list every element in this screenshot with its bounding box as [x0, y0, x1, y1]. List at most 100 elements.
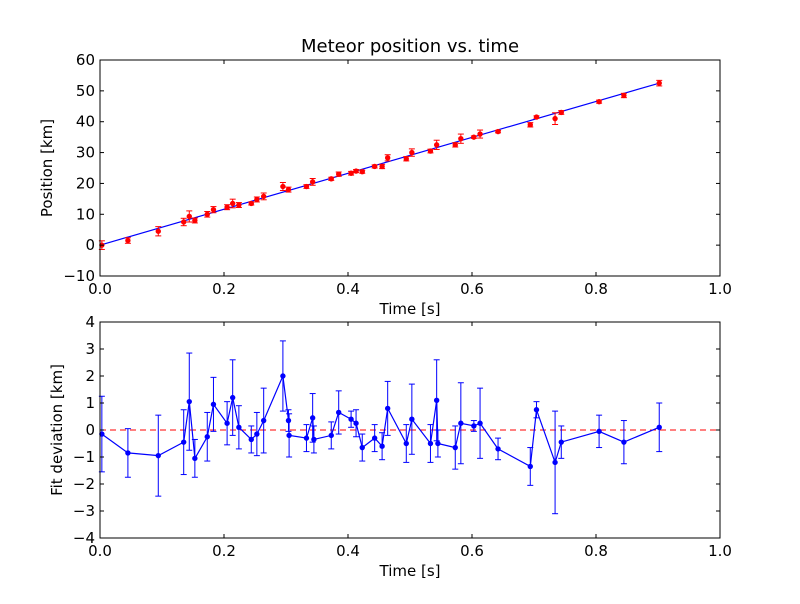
position-data-point: [403, 156, 409, 162]
position-data-point: [621, 92, 627, 99]
deviation-data-point: [260, 417, 267, 424]
deviation-data-point: [621, 439, 627, 445]
position-data-point: [254, 196, 260, 203]
deviation-data-point: [656, 424, 662, 430]
position-data-point: [204, 211, 210, 217]
position-data-point: [353, 168, 359, 174]
position-panel: Meteor position vs. time 0.0 0.2 0.4 0.6 0.8…: [38, 36, 732, 318]
deviation-data-point: [229, 394, 236, 401]
deviation-data-point: [452, 444, 458, 451]
deviation-data-point: [210, 401, 217, 408]
position-data-point: [527, 122, 533, 128]
position-data-point: [224, 204, 230, 210]
position-y-tick-label: 20: [76, 174, 95, 192]
position-data-point: [433, 142, 440, 148]
deviation-x-tick-label: 0.8: [584, 542, 608, 560]
position-data-point: [359, 169, 365, 175]
position-data-point: [285, 186, 292, 193]
position-chart-title: Meteor position vs. time: [301, 36, 519, 57]
deviation-data-point: [471, 423, 477, 429]
deviation-y-tick-label: −4: [73, 529, 95, 547]
position-x-tick-label: 0.8: [584, 280, 608, 298]
deviation-y-axis-label: Fit deviation [km]: [48, 364, 66, 496]
deviation-data-point: [427, 440, 434, 447]
position-data-point: [336, 171, 342, 177]
position-data-point: [458, 135, 464, 142]
position-y-tick-label: 30: [76, 144, 95, 162]
position-data-point: [328, 176, 334, 182]
position-data-point: [125, 237, 131, 244]
deviation-data-point: [533, 407, 540, 413]
position-data-point: [533, 114, 540, 120]
position-data-point: [210, 206, 217, 213]
deviation-y-tick-label: 3: [85, 340, 95, 358]
deviation-data-point: [403, 440, 409, 447]
position-data-point: [280, 183, 286, 190]
position-data-point: [303, 183, 310, 190]
deviation-ticks: 0.0 0.2 0.4 0.6 0.8 1.0 −4 −3 −2 −1 0 1 2 3 4: [73, 313, 732, 560]
deviation-data-point: [371, 435, 378, 441]
deviation-data-point: [309, 415, 316, 421]
deviation-x-tick-label: 0.0: [88, 542, 112, 560]
position-data-point: [181, 219, 187, 225]
deviation-data-point: [125, 450, 131, 456]
deviation-data-point: [558, 439, 564, 445]
deviation-y-tick-label: 4: [85, 313, 95, 331]
deviation-data-point: [409, 416, 415, 422]
deviation-data-point: [477, 420, 483, 426]
deviation-x-tick-label: 0.2: [212, 542, 236, 560]
position-data-point: [229, 200, 236, 207]
position-y-tick-label: 60: [76, 51, 95, 69]
position-x-axis-label: Time [s]: [379, 300, 441, 318]
position-y-tick-label: −10: [63, 267, 95, 285]
position-axes-frame: [99, 59, 721, 277]
position-data-point: [495, 128, 501, 135]
position-data-point: [471, 134, 477, 140]
position-data-point: [477, 131, 483, 137]
deviation-marks: [98, 340, 720, 515]
deviation-data-point: [435, 440, 441, 447]
deviation-data-point: [204, 434, 210, 440]
deviation-data-point: [458, 420, 464, 426]
position-data-point: [452, 142, 458, 148]
deviation-x-tick-label: 0.4: [336, 542, 360, 560]
deviation-data-point: [303, 435, 310, 441]
deviation-data-point: [379, 443, 385, 449]
position-marks: [98, 79, 663, 250]
position-data-point: [379, 163, 385, 170]
position-y-tick-label: 40: [76, 113, 95, 131]
position-data-point: [309, 179, 316, 185]
deviation-x-axis-label: Time [s]: [379, 562, 441, 580]
position-data-point: [384, 155, 391, 161]
deviation-x-tick-label: 0.6: [460, 542, 484, 560]
deviation-data-point: [552, 459, 558, 466]
deviation-y-tick-label: 2: [85, 367, 95, 385]
position-data-point: [248, 200, 254, 207]
position-data-point: [192, 217, 198, 224]
position-x-tick-label: 1.0: [708, 280, 732, 298]
position-data-point: [371, 163, 378, 170]
deviation-data-point: [280, 373, 286, 379]
deviation-data-point: [285, 417, 292, 424]
deviation-data-point: [348, 416, 354, 422]
deviation-y-tick-label: 0: [85, 421, 95, 439]
deviation-data-point: [384, 405, 391, 412]
position-y-tick-label: 10: [76, 205, 95, 223]
deviation-data-point: [433, 397, 440, 403]
deviation-data-point: [527, 463, 533, 470]
position-y-axis-label: Position [km]: [38, 119, 56, 217]
deviation-x-tick-label: 1.0: [708, 542, 732, 560]
deviation-data-point: [336, 409, 342, 416]
deviation-data-point: [286, 432, 292, 439]
position-data-point: [552, 115, 558, 122]
deviation-data-point: [248, 436, 254, 443]
position-data-point: [409, 149, 415, 156]
position-y-tick-label: 50: [76, 82, 95, 100]
deviation-data-point: [224, 420, 230, 426]
position-data-point: [596, 98, 602, 105]
position-data-point: [236, 202, 242, 208]
position-x-tick-label: 0.6: [460, 280, 484, 298]
deviation-panel: 0.0 0.2 0.4 0.6 0.8 1.0 −4 −3 −2 −1 0 1 2 3 4 Time [s]…: [48, 313, 732, 580]
position-data-point: [427, 148, 434, 154]
